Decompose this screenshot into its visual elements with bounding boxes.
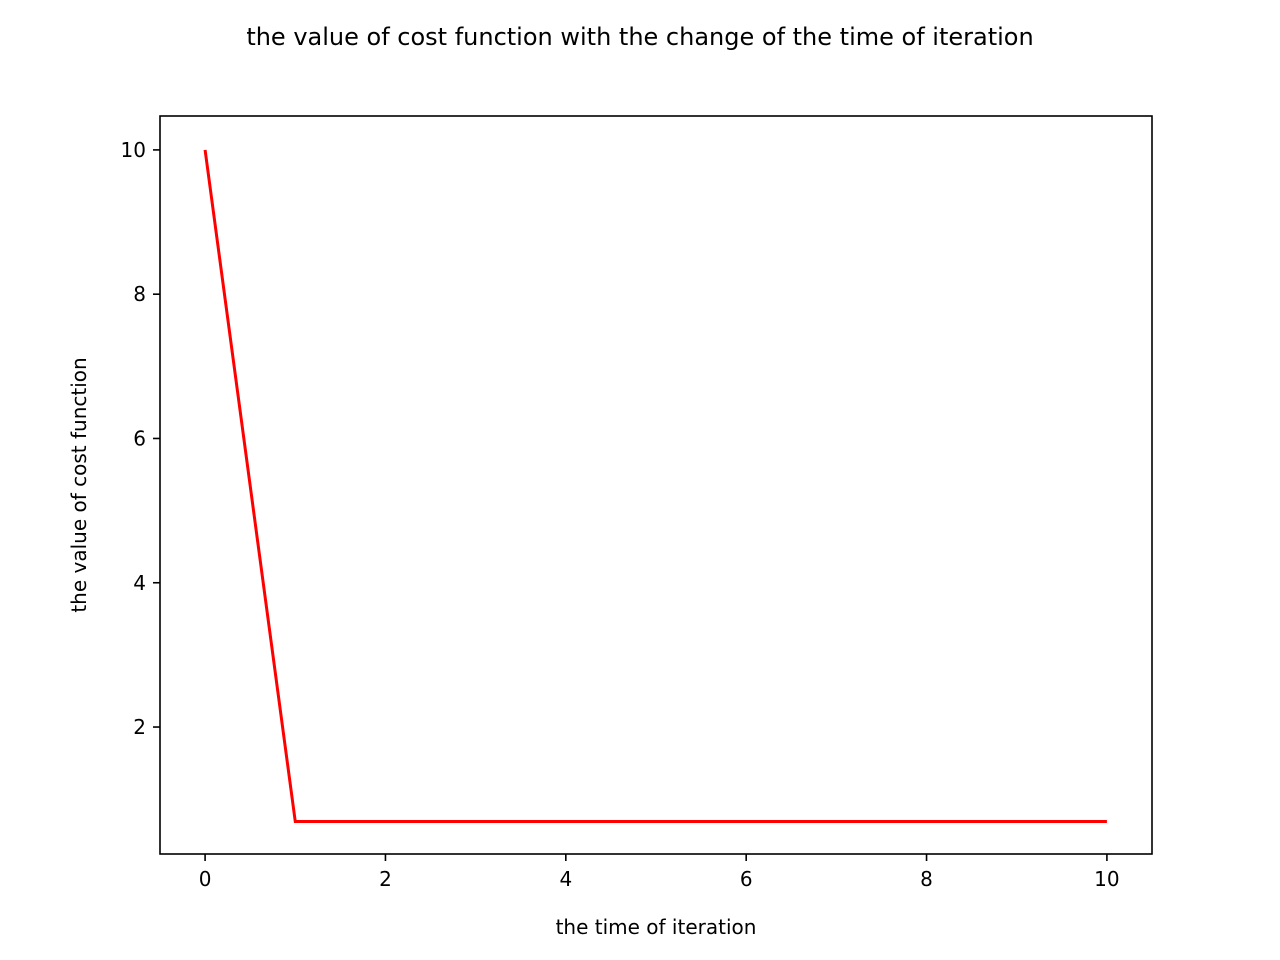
y-tick-label: 10 bbox=[121, 138, 146, 162]
y-tick-label: 4 bbox=[133, 571, 146, 595]
x-tick-label: 2 bbox=[379, 867, 392, 891]
y-axis-ticks: 2 4 6 8 10 bbox=[121, 138, 160, 739]
y-axis-label: the value of cost function bbox=[67, 357, 91, 612]
plot-frame bbox=[159, 115, 1153, 855]
x-axis-label: the time of iteration bbox=[556, 915, 757, 939]
series-layer bbox=[203, 149, 1107, 824]
x-tick-label: 8 bbox=[920, 867, 933, 891]
series-line bbox=[203, 149, 1107, 824]
x-tick-label: 4 bbox=[559, 867, 572, 891]
x-tick-label: 0 bbox=[199, 867, 212, 891]
x-tick-label: 10 bbox=[1094, 867, 1119, 891]
y-tick-label: 8 bbox=[133, 282, 146, 306]
x-axis-ticks: 0 2 4 6 8 10 bbox=[199, 854, 1120, 891]
y-tick-label: 2 bbox=[133, 715, 146, 739]
x-tick-label: 6 bbox=[740, 867, 753, 891]
y-tick-label: 6 bbox=[133, 426, 146, 450]
chart-title: the value of cost function with the chan… bbox=[246, 23, 1033, 51]
